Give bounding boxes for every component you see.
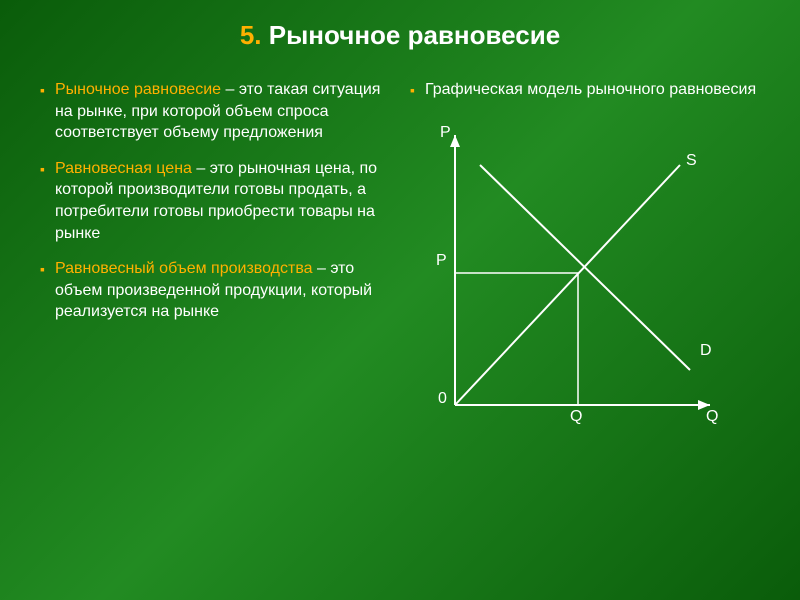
bullet-marker-icon: ▪ xyxy=(410,81,415,101)
svg-text:D: D xyxy=(700,342,712,359)
content-row: ▪ Рыночное равновесие – это такая ситуац… xyxy=(40,79,760,445)
bullet-term: Рыночное равновесие xyxy=(55,81,221,98)
chart-svg: P P S D 0 Q Q xyxy=(410,115,730,445)
equilibrium-chart: P P S D 0 Q Q xyxy=(410,115,730,445)
svg-text:Q: Q xyxy=(706,408,718,425)
bullet-item: ▪ Графическая модель рыночного равновеси… xyxy=(410,79,760,101)
title-text: Рыночное равновесие xyxy=(269,20,560,50)
svg-text:Q: Q xyxy=(570,408,582,425)
svg-text:0: 0 xyxy=(438,390,447,407)
bullet-marker-icon: ▪ xyxy=(40,160,45,244)
bullet-item: ▪ Равновесная цена – это рыночная цена, … xyxy=(40,158,390,244)
bullet-marker-icon: ▪ xyxy=(40,260,45,323)
svg-text:P: P xyxy=(436,252,447,269)
bullet-item: ▪ Рыночное равновесие – это такая ситуац… xyxy=(40,79,390,144)
svg-text:P: P xyxy=(440,124,451,141)
bullet-text: Графическая модель рыночного равновесия xyxy=(425,79,756,101)
bullet-term: Равновесная цена xyxy=(55,160,192,177)
bullet-text: Равновесный объем производства – это объ… xyxy=(55,258,390,323)
bullet-text: Равновесная цена – это рыночная цена, по… xyxy=(55,158,390,244)
bullet-marker-icon: ▪ xyxy=(40,81,45,144)
left-column: ▪ Рыночное равновесие – это такая ситуац… xyxy=(40,79,390,445)
right-column: ▪ Графическая модель рыночного равновеси… xyxy=(410,79,760,445)
bullet-item: ▪ Равновесный объем производства – это о… xyxy=(40,258,390,323)
slide-title: 5. Рыночное равновесие xyxy=(40,20,760,51)
bullet-text: Рыночное равновесие – это такая ситуация… xyxy=(55,79,390,144)
bullet-term: Равновесный объем производства xyxy=(55,260,313,277)
slide: 5. Рыночное равновесие ▪ Рыночное равнов… xyxy=(0,0,800,600)
title-number: 5. xyxy=(240,20,262,50)
svg-text:S: S xyxy=(686,152,697,169)
